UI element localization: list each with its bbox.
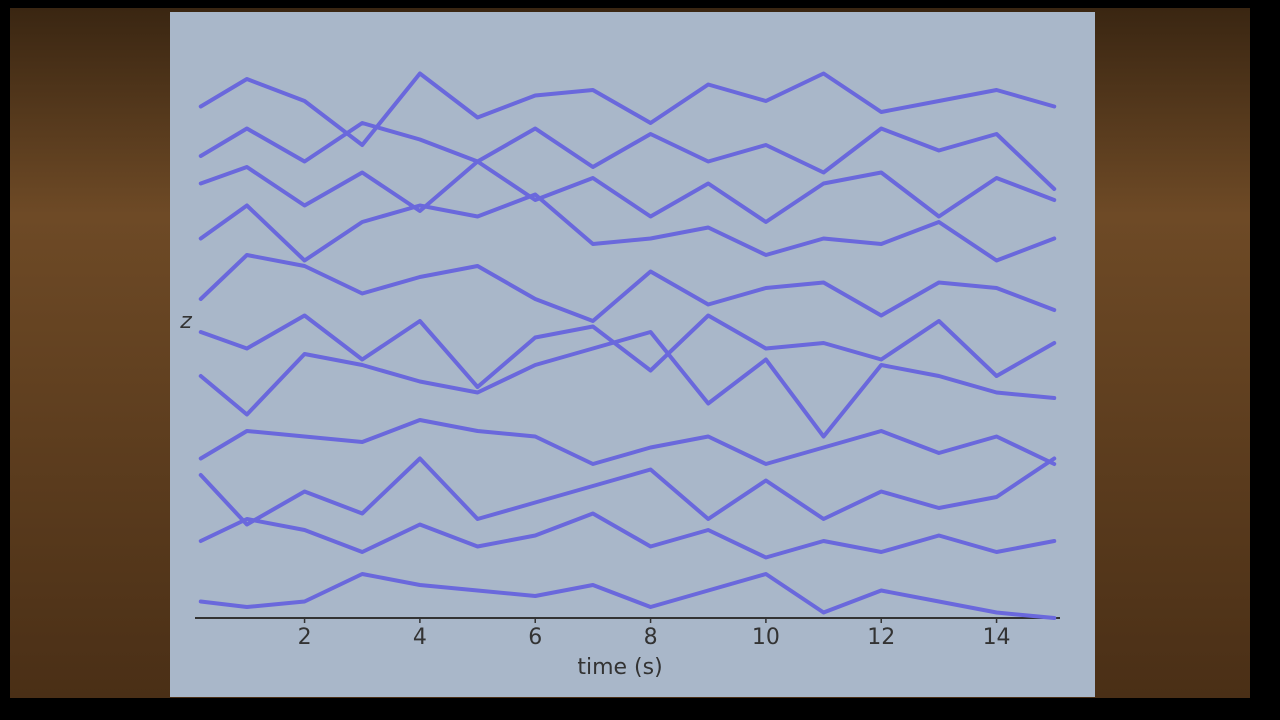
data-line [198, 71, 1057, 147]
data-line [198, 572, 1057, 620]
data-line [198, 511, 1057, 560]
x-tick-label: 10 [752, 625, 780, 650]
data-line [198, 253, 1057, 323]
data-line [198, 418, 1057, 466]
x-tick-label: 2 [298, 625, 312, 650]
x-tick-label: 4 [413, 625, 427, 650]
x-tick-label: 6 [528, 625, 542, 650]
x-tick-label: 12 [867, 625, 895, 650]
data-line [198, 121, 1057, 191]
data-line [198, 313, 1057, 389]
data-line [198, 456, 1057, 527]
data-line [198, 330, 1057, 439]
data-line [198, 159, 1057, 224]
data-line [198, 192, 1057, 263]
x-axis-label: time (s) [577, 655, 662, 680]
x-tick-label: 14 [983, 625, 1011, 650]
x-tick-label: 8 [644, 625, 658, 650]
y-axis-label: z [179, 309, 192, 334]
